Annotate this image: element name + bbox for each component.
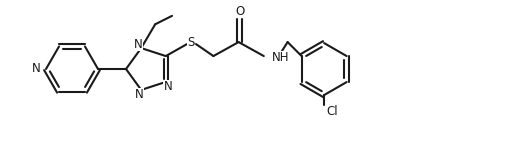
Text: Cl: Cl [326, 105, 338, 118]
Text: O: O [235, 5, 244, 18]
Text: N: N [32, 62, 41, 75]
Text: N: N [134, 38, 142, 51]
Text: S: S [187, 36, 195, 49]
Text: NH: NH [272, 51, 289, 64]
Text: N: N [163, 80, 172, 93]
Text: N: N [135, 88, 143, 101]
